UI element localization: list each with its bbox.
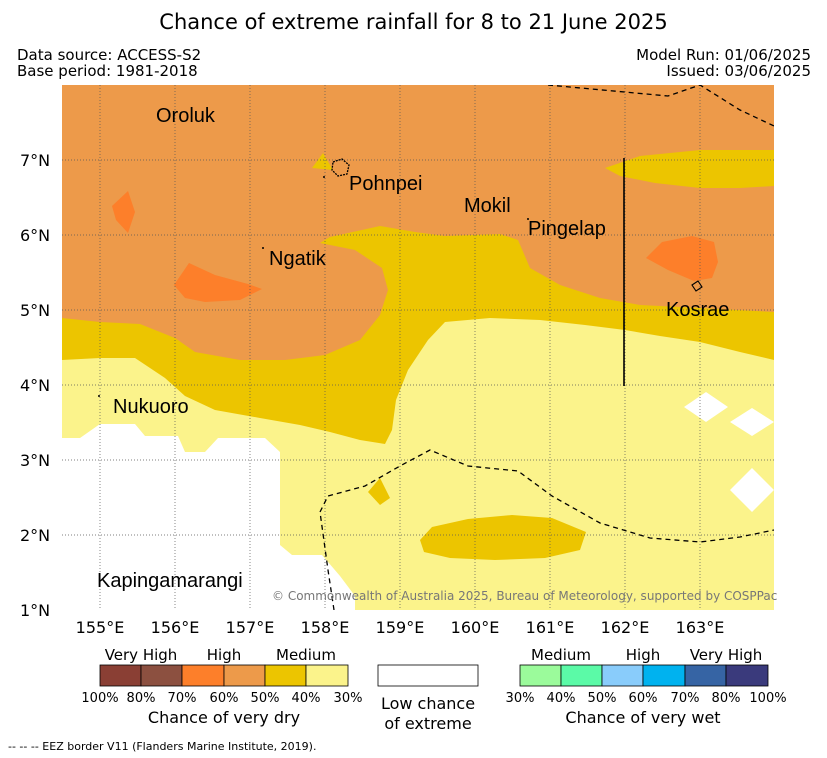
region-medium-dry-south [420, 515, 586, 560]
legend-low-chance-line1: Low chance [381, 694, 475, 713]
place-nukuoro: Nukuoro [113, 396, 189, 418]
model-run-text: Model Run: 01/06/2025 [636, 46, 811, 64]
legend-wet-swatch-5 [684, 664, 727, 687]
issued-text: Issued: 03/06/2025 [666, 62, 811, 80]
legend-wet-pct-70: 70% [671, 691, 700, 706]
legend-dry-pct-60: 60% [210, 691, 239, 706]
legend-wet-swatch-3 [601, 664, 644, 687]
lat-label-6: 6°N [20, 226, 50, 245]
pohnpei-island [331, 158, 350, 177]
lon-label-159: 159°E [376, 618, 425, 637]
legend-dry-swatch-6 [305, 664, 349, 687]
region-medium-dry-pohnpei [312, 153, 333, 170]
eez-border [319, 85, 774, 610]
region-dry-patch-ngatik [174, 263, 262, 302]
place-ngatik: Ngatik [269, 248, 327, 270]
legend-dry-cat-medium: Medium [276, 646, 336, 664]
region-low-chance-1 [684, 392, 728, 422]
legend-dry-swatch-5 [264, 664, 307, 687]
kosrae-island [691, 280, 703, 292]
legend-dry-swatch-1 [99, 664, 142, 687]
legend-wet-cat-very-high: Very High [690, 646, 763, 664]
nukuoro-dot [98, 395, 100, 397]
legend-dry-pct-100: 100% [81, 691, 118, 706]
legend-wet-caption: Chance of very wet [565, 708, 720, 727]
graticule [62, 85, 774, 610]
legend-dry-cat-very-high: Very High [105, 646, 178, 664]
lat-label-4: 4°N [20, 376, 50, 395]
legend-low-chance-swatch [377, 664, 479, 687]
place-pingelap: Pingelap [528, 218, 606, 240]
legend-dry-cat-high: High [207, 646, 241, 664]
region-low-chance-2 [730, 408, 774, 436]
region-medium-dry-east [605, 150, 774, 188]
legend-dry: Very High High Medium 100% 80% 70% 60% 5… [81, 646, 362, 727]
data-source-text: Data source: ACCESS-S2 [17, 46, 202, 64]
legend-wet-swatch-1 [519, 664, 562, 687]
place-oroluk: Oroluk [156, 105, 216, 127]
copyright-text: © Commonwealth of Australia 2025, Bureau… [272, 589, 777, 603]
legend-wet-cat-medium: Medium [531, 646, 591, 664]
legend-wet-pct-50: 50% [588, 691, 617, 706]
legend-wet-pct-100: 100% [749, 691, 786, 706]
legend-dry-pct-40: 40% [292, 691, 321, 706]
place-kapingamarangi: Kapingamarangi [97, 570, 243, 592]
lat-label-7: 7°N [20, 151, 50, 170]
legend-low-chance: Low chance of extreme [377, 664, 479, 733]
lat-label-1: 1°N [20, 601, 50, 620]
legend-dry-swatch-2 [140, 664, 183, 687]
lon-label-155: 155°E [76, 618, 125, 637]
lat-label-3: 3°N [20, 451, 50, 470]
legend-wet-swatch-6 [725, 664, 769, 687]
legend-dry-pct-30: 30% [334, 691, 363, 706]
place-pohnpei: Pohnpei [349, 173, 422, 195]
lon-label-156: 156°E [151, 618, 200, 637]
legend-dry-pct-50: 50% [251, 691, 280, 706]
eez-footnote: -- -- -- EEZ border V11 (Flanders Marine… [8, 740, 317, 753]
pingelap-dot [527, 218, 529, 220]
page-title: Chance of extreme rainfall for 8 to 21 J… [159, 10, 668, 34]
legend-wet-pct-80: 80% [712, 691, 741, 706]
legend-wet-pct-60: 60% [629, 691, 658, 706]
legend-low-chance-line2: of extreme [384, 714, 471, 733]
lon-label-163: 163°E [676, 618, 725, 637]
region-dry-patch-west [112, 191, 135, 233]
place-mokil: Mokil [464, 195, 511, 217]
legend-dry-pct-80: 80% [127, 691, 156, 706]
legend-dry-caption: Chance of very dry [148, 708, 300, 727]
lon-label-160: 160°E [451, 618, 500, 637]
lon-label-162: 162°E [601, 618, 650, 637]
lat-label-5: 5°N [20, 301, 50, 320]
ngatik-dot [262, 247, 264, 249]
legend-wet-cat-high: High [626, 646, 660, 664]
lat-label-2: 2°N [20, 526, 50, 545]
legend-dry-swatch-3 [181, 664, 225, 687]
lon-label-157: 157°E [226, 618, 275, 637]
region-low-chance-3 [730, 468, 774, 512]
legend-wet-pct-30: 30% [506, 691, 535, 706]
legend-wet-swatch-4 [642, 664, 686, 687]
region-medium-dry-small [368, 478, 390, 505]
region-low-chance-sw [62, 424, 355, 610]
legend-wet-pct-40: 40% [547, 691, 576, 706]
legend-wet: Medium High Very High 30% 40% 50% 60% 70… [506, 646, 787, 727]
legend-dry-pct-70: 70% [168, 691, 197, 706]
base-period-text: Base period: 1981-2018 [17, 62, 198, 80]
legend-wet-swatch-2 [560, 664, 603, 687]
pohnpei-dot [323, 176, 325, 178]
lon-label-158: 158°E [301, 618, 350, 637]
lon-label-161: 161°E [526, 618, 575, 637]
place-kosrae: Kosrae [666, 299, 729, 321]
legend-dry-swatch-4 [223, 664, 266, 687]
